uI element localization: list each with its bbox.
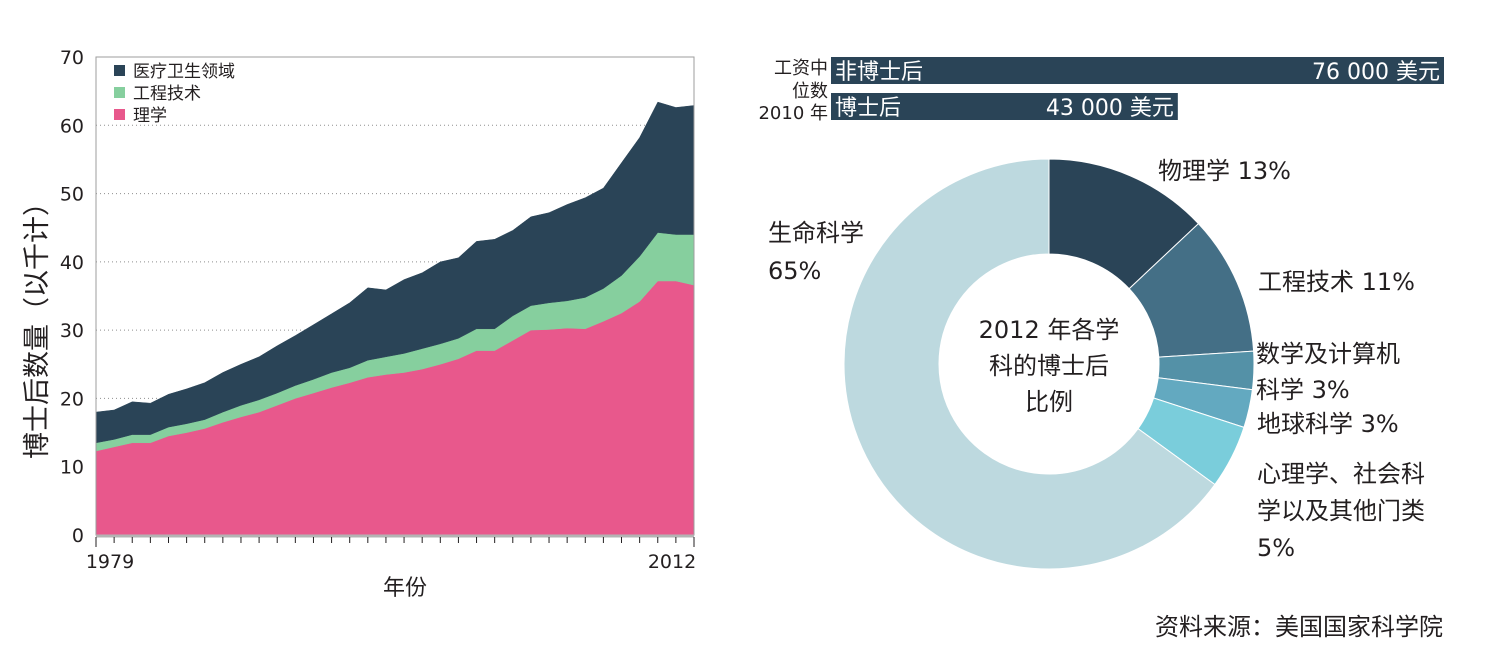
legend-swatch (114, 109, 125, 120)
donut-center-line: 2012 年各学 (979, 316, 1120, 344)
salary-bar-value: 76 000 美元 (1312, 60, 1440, 85)
salary-bar-category: 博士后 (835, 96, 901, 121)
legend-swatch (114, 87, 125, 98)
salary-bar-category: 非博士后 (835, 60, 923, 85)
donut-center-line: 比例 (1025, 388, 1073, 416)
donut-center-line: 科的博士后 (989, 352, 1109, 380)
donut-slice-label: 心理学、社会科 (1257, 460, 1425, 488)
y-axis-ticks: 0 10 20 30 40 50 60 70 (60, 47, 84, 547)
donut-slice-label: 65% (768, 257, 821, 285)
y-tick-label: 30 (60, 320, 84, 342)
donut-slice-6 (843, 158, 1216, 570)
y-tick-label: 0 (72, 525, 84, 547)
donut-slices (843, 158, 1255, 570)
x-tick-label: 2012 (648, 551, 696, 573)
y-tick-label: 70 (60, 47, 84, 69)
salary-title-line: 工资中 (774, 58, 828, 79)
donut-slice-label: 工程技术 11% (1258, 268, 1415, 296)
y-tick-label: 60 (60, 115, 84, 137)
legend-swatch (114, 65, 125, 76)
legend-label: 理学 (133, 106, 167, 126)
x-axis-label: 年份 (383, 576, 427, 601)
donut-slice-label: 地球科学 3% (1257, 410, 1399, 438)
donut-slice-label: 数学及计算机 (1256, 340, 1400, 368)
y-tick-label: 40 (60, 252, 84, 274)
donut-slice-label: 生命科学 (768, 219, 864, 247)
y-tick-label: 50 (60, 184, 84, 206)
salary-bar-value: 43 000 美元 (1046, 96, 1174, 121)
x-tick-label: 1979 (86, 551, 134, 573)
salary-bar (831, 93, 1178, 120)
source-note: 资料来源：美国国家科学院 (1155, 613, 1443, 641)
y-axis-label: 博士后数量（以千计） (22, 189, 53, 459)
donut-slice-label: 科学 3% (1256, 376, 1350, 404)
donut-slice-label: 学以及其他门类 (1257, 497, 1425, 525)
y-tick-label: 10 (60, 457, 84, 479)
salary-bar (831, 57, 1444, 84)
donut-slice-label: 物理学 13% (1158, 157, 1291, 185)
legend-label: 工程技术 (133, 84, 201, 104)
salary-title-line: 2010 年 (758, 103, 828, 124)
y-tick-label: 20 (60, 388, 84, 410)
salary-title-line: 位数 (792, 81, 828, 102)
legend-label: 医疗卫生领域 (133, 62, 235, 82)
area-chart: 0 10 20 30 40 50 60 70 1979 2012 年份 博士后数量（以千计） 医… (22, 47, 696, 601)
x-axis-ticks: 1979 2012 (86, 537, 696, 573)
donut-slice-label: 5% (1257, 534, 1295, 562)
area-series-layers (95, 101, 695, 536)
